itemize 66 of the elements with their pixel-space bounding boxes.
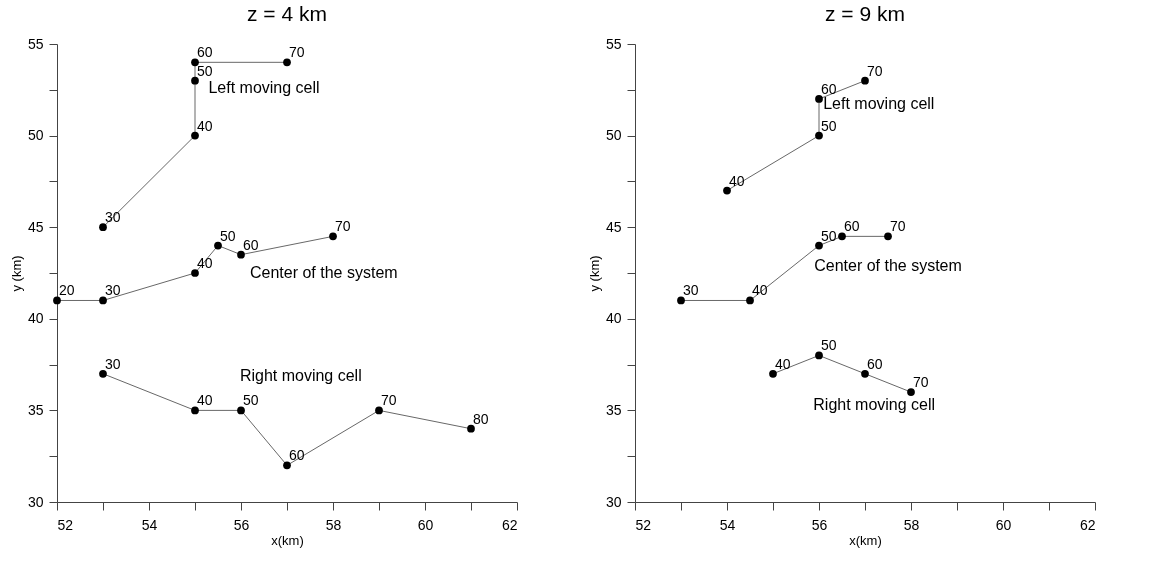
y-tick-label: 35 [605, 401, 622, 418]
annotation: 40 [752, 282, 768, 299]
y-tick-label: 35 [27, 401, 44, 418]
annotation: 60 [844, 218, 860, 235]
annotation: Center of the system [814, 257, 962, 275]
y-tick-label: 40 [605, 310, 622, 327]
y-tick-label: 40 [27, 310, 44, 327]
annotation: 70 [335, 218, 351, 235]
x-axis-title: x(km) [271, 532, 304, 548]
annotation: 70 [890, 218, 906, 235]
annotation: 40 [775, 355, 791, 372]
annotation: 30 [105, 282, 121, 299]
annotation: 30 [683, 282, 699, 299]
annotation: 40 [197, 392, 213, 409]
annotation: 50 [821, 337, 837, 354]
annotation: 20 [59, 282, 75, 299]
annotation: 60 [197, 44, 213, 61]
x-tick-label: 52 [635, 516, 652, 533]
x-tick-label: 52 [57, 516, 74, 533]
x-tick-label: 54 [141, 516, 158, 533]
y-tick-label: 55 [27, 35, 44, 52]
annotation: Center of the system [249, 264, 398, 281]
annotation: 70 [381, 392, 397, 409]
annotation: 30 [105, 355, 121, 372]
x-tick-label: 60 [995, 516, 1012, 533]
chart-title: z = 4 km [247, 2, 327, 25]
x-tick-label: 60 [417, 516, 434, 533]
y-tick-label: 45 [605, 218, 622, 235]
annotation: Right moving cell [239, 367, 362, 385]
y-axis-title: y (km) [8, 255, 24, 292]
y-tick-label: 50 [27, 127, 44, 144]
annotation: 60 [243, 236, 259, 253]
x-tick-label: 62 [501, 516, 518, 533]
annotation: 50 [197, 62, 213, 79]
annotation: Right moving cell [813, 395, 936, 413]
y-axis-title: y (km) [586, 255, 602, 292]
y-tick-label: 50 [605, 127, 622, 144]
x-tick-label: 56 [233, 516, 250, 533]
annotation: 70 [867, 62, 883, 79]
x-axis-title: x(km) [849, 532, 882, 548]
annotation: 50 [821, 117, 837, 134]
annotation: 50 [243, 392, 259, 409]
annotation: 40 [197, 117, 213, 134]
y-tick-label: 30 [605, 493, 622, 510]
y-tick-label: 30 [27, 493, 44, 510]
annotation: 60 [821, 80, 837, 97]
x-tick-label: 58 [325, 516, 342, 533]
annotation: 60 [867, 355, 883, 372]
annotation: 70 [913, 374, 929, 391]
annotation: 50 [220, 227, 236, 244]
annotation: 40 [197, 255, 213, 271]
x-tick-label: 62 [1079, 516, 1096, 533]
annotation: 50 [821, 227, 837, 244]
annotation: 30 [105, 209, 121, 226]
chart-title: z = 9 km [825, 2, 905, 25]
annotation: Left moving cell [208, 78, 320, 96]
annotation: 40 [729, 172, 745, 189]
y-tick-label: 45 [27, 218, 44, 235]
annotation: 80 [473, 410, 489, 427]
y-tick-label: 55 [605, 35, 622, 52]
annotation: 60 [289, 447, 305, 464]
annotation: Left moving cell [823, 95, 935, 112]
x-tick-label: 58 [903, 516, 920, 533]
annotation: 70 [289, 44, 305, 61]
x-tick-label: 56 [811, 516, 828, 533]
x-tick-label: 54 [719, 516, 736, 533]
